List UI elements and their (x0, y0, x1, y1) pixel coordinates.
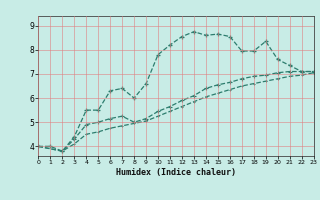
X-axis label: Humidex (Indice chaleur): Humidex (Indice chaleur) (116, 168, 236, 177)
